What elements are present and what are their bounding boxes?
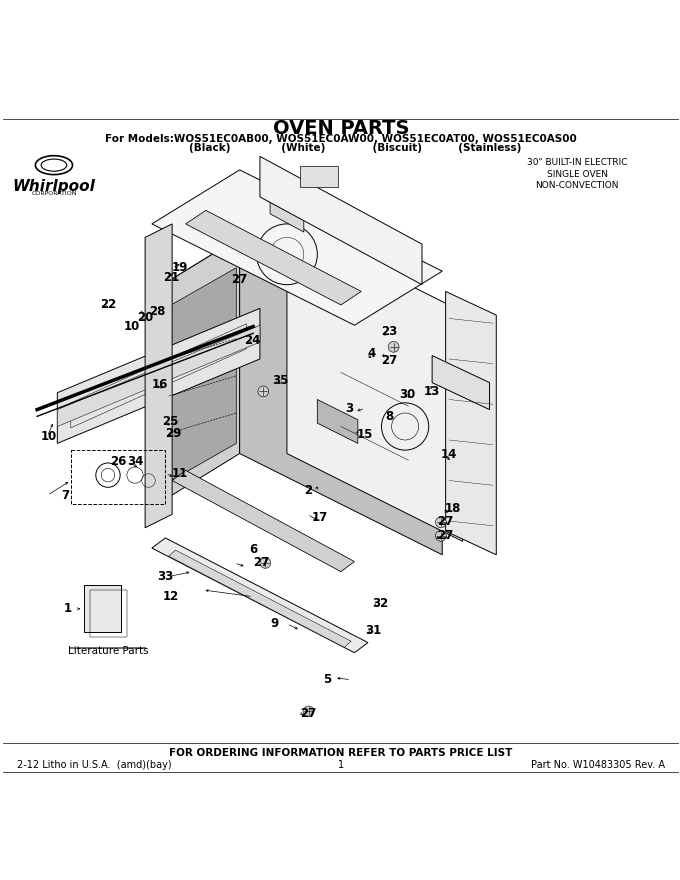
Text: 27: 27 <box>301 707 317 720</box>
Text: 16: 16 <box>152 378 168 391</box>
Text: 30" BUILT-IN ELECTRIC
SINGLE OVEN
NON-CONVECTION: 30" BUILT-IN ELECTRIC SINGLE OVEN NON-CO… <box>527 158 628 190</box>
Text: 27: 27 <box>253 556 269 569</box>
Circle shape <box>435 531 446 541</box>
Text: For Models:WOS51EC0AB00, WOS51EC0AW00, WOS51EC0AT00, WOS51EC0AS00: For Models:WOS51EC0AB00, WOS51EC0AW00, W… <box>105 134 577 143</box>
Text: 30: 30 <box>399 387 415 400</box>
Polygon shape <box>287 224 462 541</box>
Text: 3: 3 <box>345 402 354 414</box>
Polygon shape <box>84 585 122 633</box>
Polygon shape <box>152 238 442 392</box>
Text: 14: 14 <box>441 448 457 461</box>
Polygon shape <box>260 157 422 284</box>
Text: 17: 17 <box>311 511 328 524</box>
Text: 4: 4 <box>367 347 375 360</box>
Text: 24: 24 <box>243 334 260 347</box>
Text: 22: 22 <box>100 298 116 312</box>
Text: 28: 28 <box>149 305 165 319</box>
Text: OVEN PARTS: OVEN PARTS <box>273 119 409 137</box>
Circle shape <box>435 517 446 528</box>
Text: 35: 35 <box>272 374 288 387</box>
Text: 1: 1 <box>338 760 344 771</box>
Text: 33: 33 <box>157 570 173 583</box>
Text: 32: 32 <box>372 597 388 610</box>
Text: Part No. W10483305 Rev. A: Part No. W10483305 Rev. A <box>531 760 665 771</box>
Circle shape <box>258 386 269 397</box>
Bar <box>301 166 337 187</box>
Text: Whirlpool: Whirlpool <box>12 179 95 194</box>
Polygon shape <box>169 268 236 482</box>
Text: 26: 26 <box>110 455 126 468</box>
Text: 20: 20 <box>137 311 153 324</box>
Polygon shape <box>270 187 304 232</box>
Text: 27: 27 <box>437 515 454 527</box>
Text: 15: 15 <box>356 428 373 441</box>
Polygon shape <box>172 471 354 572</box>
Text: 29: 29 <box>165 427 182 440</box>
Polygon shape <box>57 308 260 444</box>
Polygon shape <box>152 538 368 653</box>
Polygon shape <box>318 400 358 444</box>
Text: 23: 23 <box>381 326 398 339</box>
Polygon shape <box>145 224 172 528</box>
Text: 18: 18 <box>444 502 460 516</box>
Text: 10: 10 <box>124 320 139 333</box>
Text: 13: 13 <box>424 385 440 398</box>
Polygon shape <box>445 291 496 554</box>
Text: FOR ORDERING INFORMATION REFER TO PARTS PRICE LIST: FOR ORDERING INFORMATION REFER TO PARTS … <box>169 748 513 759</box>
Circle shape <box>260 558 271 568</box>
Polygon shape <box>57 326 260 427</box>
Text: 7: 7 <box>61 489 69 502</box>
Text: 1: 1 <box>63 602 71 615</box>
Text: 31: 31 <box>365 624 381 637</box>
Polygon shape <box>152 238 239 508</box>
Circle shape <box>303 706 314 717</box>
Text: 6: 6 <box>249 543 257 556</box>
Polygon shape <box>169 550 351 648</box>
Circle shape <box>388 341 399 352</box>
Text: Literature Parts: Literature Parts <box>68 646 148 656</box>
Text: 2: 2 <box>305 484 313 497</box>
Polygon shape <box>152 170 442 326</box>
Polygon shape <box>186 210 361 305</box>
Text: 19: 19 <box>172 261 188 275</box>
Text: 10: 10 <box>41 430 57 444</box>
Text: 27: 27 <box>231 273 248 286</box>
Text: 12: 12 <box>163 590 179 603</box>
Text: 2-12 Litho in U.S.A.  (amd)(bay): 2-12 Litho in U.S.A. (amd)(bay) <box>17 760 171 771</box>
Text: 34: 34 <box>126 455 143 468</box>
Text: 21: 21 <box>163 271 179 284</box>
Text: 5: 5 <box>323 673 332 686</box>
Polygon shape <box>239 238 442 554</box>
Text: (Black)              (White)             (Biscuit)          (Stainless): (Black) (White) (Biscuit) (Stainless) <box>160 143 522 153</box>
Text: 25: 25 <box>163 414 179 428</box>
Text: CORPORATION: CORPORATION <box>31 191 77 196</box>
Polygon shape <box>432 356 490 409</box>
Text: 27: 27 <box>437 530 454 542</box>
Text: 11: 11 <box>172 467 188 480</box>
Text: 27: 27 <box>381 354 398 367</box>
Text: 9: 9 <box>271 617 279 630</box>
Text: 8: 8 <box>386 410 394 423</box>
